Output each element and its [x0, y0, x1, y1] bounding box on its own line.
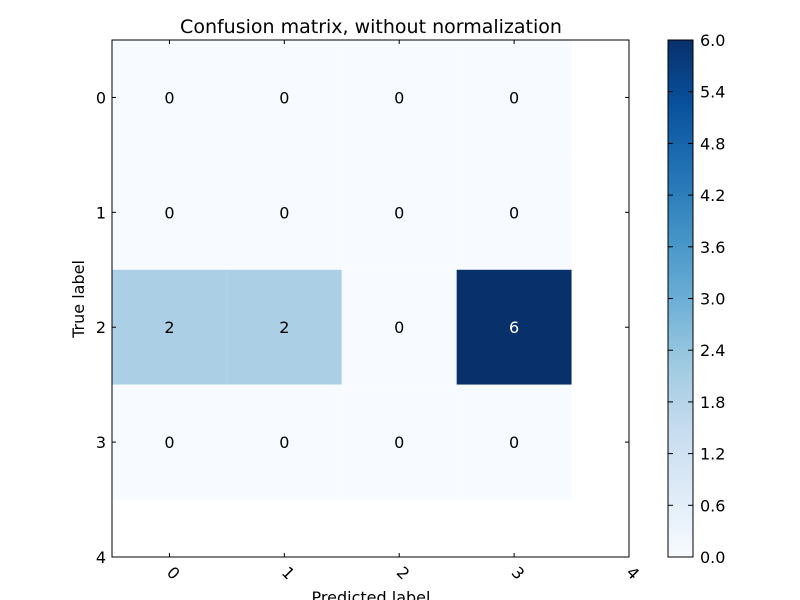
colorbar-tick-label-1.8: 1.8 [700, 393, 725, 412]
cell-label-r3-c0: 0 [164, 433, 174, 452]
x-tick-label-4: 4 [623, 563, 644, 584]
heatmap-cells [112, 40, 572, 500]
y-tick-label-4: 4 [96, 548, 106, 567]
heatmap-cell-r1-c2 [341, 154, 457, 270]
x-tick-label-3: 3 [508, 563, 529, 584]
cell-label-r3-c3: 0 [509, 433, 519, 452]
colorbar-tick-label-0.6: 0.6 [700, 496, 725, 515]
y-tick-label-2: 2 [96, 318, 106, 337]
cell-label-r0-c2: 0 [394, 88, 404, 107]
heatmap-cell-r1-c1 [226, 154, 342, 270]
colorbar-tick-label-0.0: 0.0 [700, 548, 725, 567]
x-axis-label: Predicted label [312, 588, 431, 600]
x-tick-label-1: 1 [278, 563, 299, 584]
y-axis: 0 1 2 3 4 [96, 88, 629, 567]
heatmap-cell-r2-c3 [456, 269, 572, 385]
y-tick-label-1: 1 [96, 203, 106, 222]
heatmap-cell-r0-c3 [456, 40, 572, 155]
heatmap-cell-r0-c1 [226, 40, 342, 155]
heatmap-cell-r1-c0 [112, 154, 227, 270]
cell-label-r1-c3: 0 [509, 203, 519, 222]
chart-title: Confusion matrix, without normalization [180, 16, 562, 38]
cell-label-r0-c1: 0 [279, 88, 289, 107]
cell-label-r3-c2: 0 [394, 433, 404, 452]
colorbar-tick-label-3.0: 3.0 [700, 290, 725, 309]
colorbar-tick-label-5.4: 5.4 [700, 83, 725, 102]
x-tick-label-0: 0 [163, 563, 184, 584]
colorbar-tick-label-2.4: 2.4 [700, 341, 725, 360]
cell-label-r0-c3: 0 [509, 88, 519, 107]
heatmap-cell-r3-c0 [112, 384, 227, 500]
cell-label-r3-c1: 0 [279, 433, 289, 452]
colorbar-tick-label-3.6: 3.6 [700, 238, 725, 257]
heatmap-cell-r3-c2 [341, 384, 457, 500]
cell-label-r1-c0: 0 [164, 203, 174, 222]
colorbar-tick-label-1.2: 1.2 [700, 445, 725, 464]
heatmap-cell-r3-c1 [226, 384, 342, 500]
heatmap-cell-r2-c0 [112, 269, 227, 385]
cell-label-r1-c2: 0 [394, 203, 404, 222]
y-axis-label: True label [69, 260, 88, 339]
y-tick-label-0: 0 [96, 88, 106, 107]
colorbar-tick-label-4.2: 4.2 [700, 186, 725, 205]
y-tick-label-3: 3 [96, 433, 106, 452]
x-tick-label-2: 2 [393, 563, 414, 584]
cell-label-r2-c2: 0 [394, 318, 404, 337]
colorbar-ticks: 0.0 0.6 1.2 1.8 2.4 3.0 3.6 4.2 4.8 5.4 6.0 [668, 31, 725, 567]
heatmap-cell-r1-c3 [456, 154, 572, 270]
colorbar-tick-label-4.8: 4.8 [700, 134, 725, 153]
cell-label-r0-c0: 0 [164, 88, 174, 107]
heatmap-cell-r2-c2 [341, 269, 457, 385]
cell-label-r2-c1: 2 [279, 318, 289, 337]
heatmap-cell-labels: 0 0 0 0 0 0 0 0 2 2 0 6 0 0 0 0 [164, 88, 519, 452]
plot-frame [111, 39, 630, 558]
heatmap-cell-r3-c3 [456, 384, 572, 500]
colorbar-tick-label-6.0: 6.0 [700, 31, 725, 50]
cell-label-r2-c3: 6 [509, 318, 519, 337]
heatmap-cell-r0-c0 [112, 40, 227, 155]
heatmap-cell-r2-c1 [226, 269, 342, 385]
cell-label-r1-c1: 0 [279, 203, 289, 222]
cell-label-r2-c0: 2 [164, 318, 174, 337]
heatmap-cell-r0-c2 [341, 40, 457, 155]
